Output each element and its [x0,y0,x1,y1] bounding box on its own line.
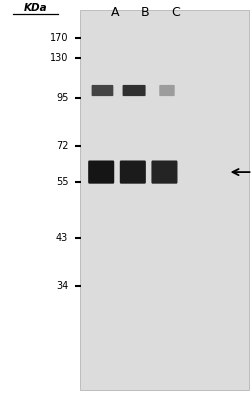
FancyBboxPatch shape [88,160,114,184]
FancyBboxPatch shape [151,160,177,184]
Text: A: A [110,6,119,19]
Bar [79,10,248,390]
FancyBboxPatch shape [91,85,113,96]
Text: C: C [171,6,179,19]
FancyBboxPatch shape [159,85,174,96]
Text: 72: 72 [56,141,68,151]
Text: B: B [141,6,149,19]
Text: 43: 43 [56,233,68,243]
Text: 34: 34 [56,281,68,291]
FancyBboxPatch shape [122,85,145,96]
FancyBboxPatch shape [119,160,145,184]
Text: 95: 95 [56,93,68,103]
Text: 170: 170 [50,33,68,43]
Text: 55: 55 [56,177,68,187]
Text: KDa: KDa [23,3,47,13]
Text: 130: 130 [50,53,68,63]
